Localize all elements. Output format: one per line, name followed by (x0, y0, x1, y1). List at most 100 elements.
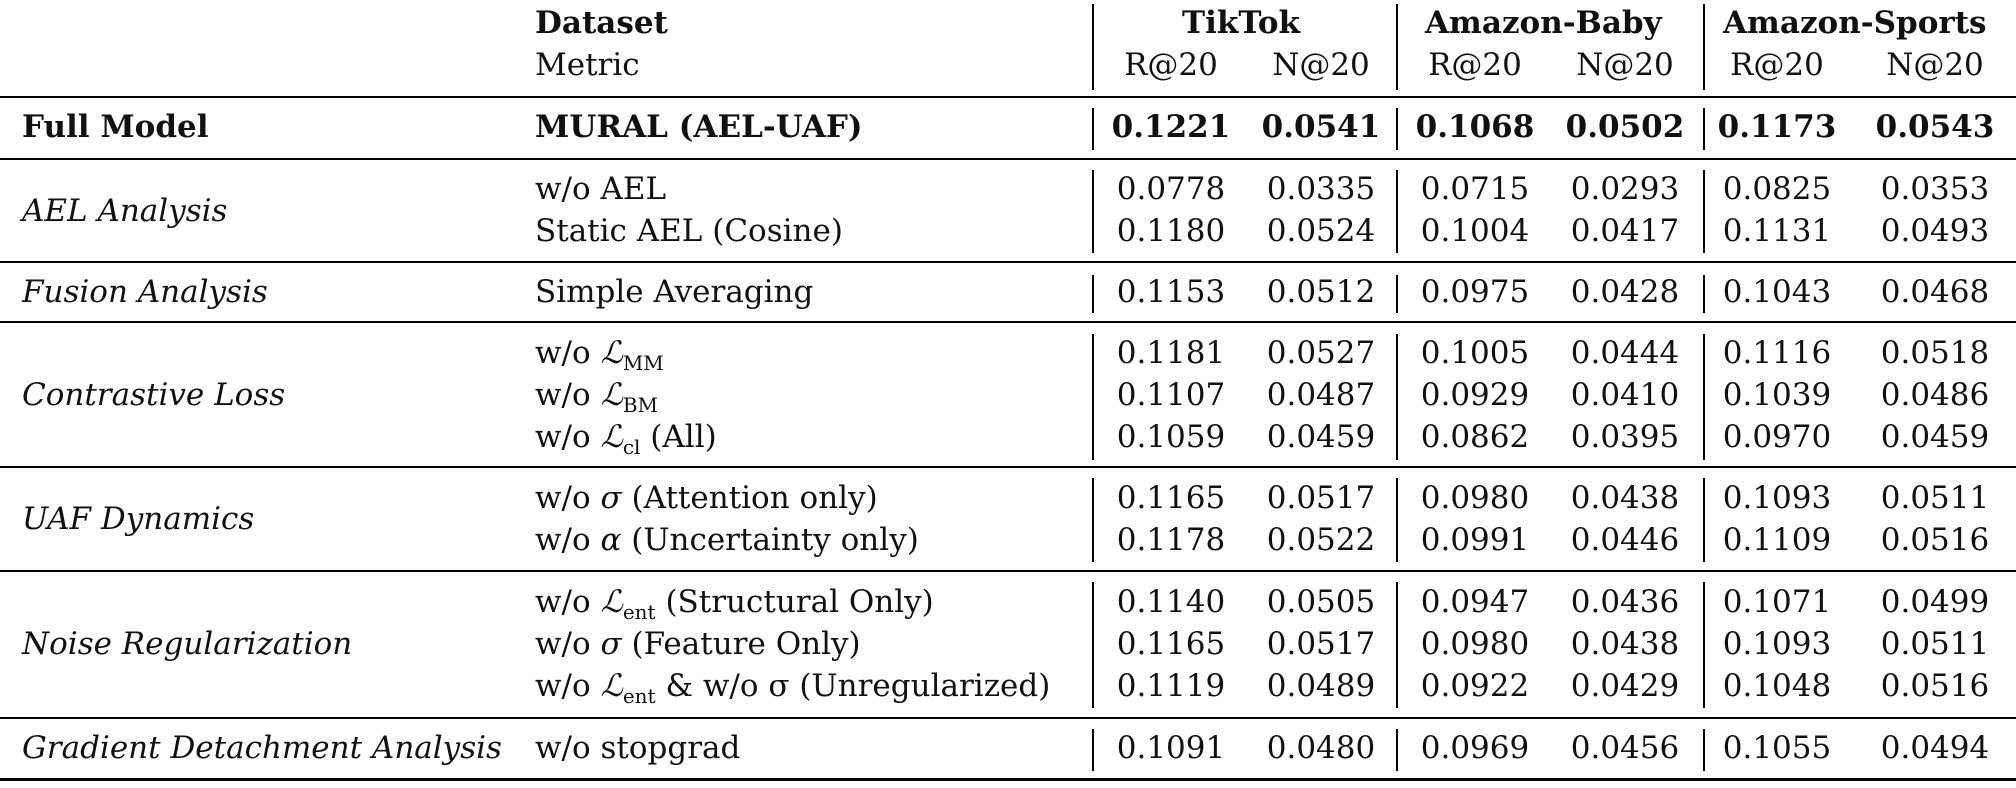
column-separator (1396, 582, 1398, 708)
value-cell: 0.0929 (1420, 377, 1530, 413)
value-cell: 0.0524 (1266, 213, 1376, 249)
column-separator (1703, 108, 1705, 150)
value-cell: 0.0970 (1722, 419, 1832, 455)
value-cell: 0.1119 (1116, 668, 1226, 704)
value-cell: 0.0353 (1880, 171, 1990, 207)
value-cell: 0.0511 (1880, 626, 1990, 662)
column-separator (1396, 275, 1398, 313)
value-cell: 0.0541 (1261, 109, 1381, 145)
column-separator (1092, 4, 1094, 90)
column-separator (1092, 478, 1094, 562)
value-cell: 0.0518 (1880, 335, 1990, 371)
value-cell: 0.0715 (1420, 171, 1530, 207)
value-cell: 0.1107 (1116, 377, 1226, 413)
value-cell: 0.1039 (1722, 377, 1832, 413)
column-separator (1396, 4, 1398, 90)
value-cell: 0.1055 (1722, 730, 1832, 766)
value-cell: 0.1109 (1722, 522, 1832, 558)
variant-label: w/o σ (Attention only) (535, 480, 878, 516)
value-cell: 0.1165 (1116, 626, 1226, 662)
value-cell: 0.1131 (1722, 213, 1832, 249)
rule (0, 570, 2016, 572)
value-cell: 0.1093 (1722, 626, 1832, 662)
variant-label: w/o ℒMM (535, 335, 664, 375)
group-label-contrastive-loss: Contrastive Loss (22, 377, 286, 413)
value-cell: 0.1181 (1116, 335, 1226, 371)
column-separator (1703, 4, 1705, 90)
metric-header-label: Metric (535, 47, 640, 83)
value-cell: 0.0980 (1420, 480, 1530, 516)
value-cell: 0.0825 (1722, 171, 1832, 207)
column-separator (1092, 334, 1094, 460)
column-separator (1092, 108, 1094, 150)
value-cell: 0.0522 (1266, 522, 1376, 558)
rule (0, 321, 2016, 323)
value-cell: 0.0417 (1570, 213, 1680, 249)
value-cell: 0.1043 (1722, 274, 1832, 310)
value-cell: 0.0446 (1570, 522, 1680, 558)
column-separator (1396, 170, 1398, 253)
value-cell: 0.1059 (1116, 419, 1226, 455)
column-separator (1092, 582, 1094, 708)
value-cell: 0.0517 (1266, 480, 1376, 516)
variant-label: w/o α (Uncertainty only) (535, 522, 919, 558)
column-separator (1703, 334, 1705, 460)
value-cell: 0.1004 (1420, 213, 1530, 249)
value-cell: 0.0489 (1266, 668, 1376, 704)
value-cell: 0.0502 (1565, 109, 1685, 145)
variant-label: Simple Averaging (535, 274, 814, 310)
value-cell: 0.1153 (1116, 274, 1226, 310)
value-cell: 0.0395 (1570, 419, 1680, 455)
value-cell: 0.0862 (1420, 419, 1530, 455)
group-label-gradient-detachment: Gradient Detachment Analysis (22, 730, 502, 766)
group-label-noise-regularization: Noise Regularization (22, 626, 353, 662)
value-cell: 0.0512 (1266, 274, 1376, 310)
column-separator (1092, 729, 1094, 771)
metric-header: R@20 (1428, 47, 1522, 83)
value-cell: 0.1221 (1111, 109, 1231, 145)
value-cell: 0.0922 (1420, 668, 1530, 704)
variant-label: w/o AEL (535, 171, 667, 207)
rule (0, 717, 2016, 719)
dataset-amazon-sports: Amazon-Sports (1723, 5, 1987, 41)
value-cell: 0.1165 (1116, 480, 1226, 516)
variant-label: MURAL (AEL-UAF) (535, 109, 863, 145)
value-cell: 0.0975 (1420, 274, 1530, 310)
column-separator (1092, 275, 1094, 313)
column-separator (1703, 478, 1705, 562)
group-label-ael-analysis: AEL Analysis (22, 193, 228, 229)
metric-header: N@20 (1576, 47, 1674, 83)
rule (0, 261, 2016, 263)
column-separator (1396, 334, 1398, 460)
value-cell: 0.0428 (1570, 274, 1680, 310)
value-cell: 0.0456 (1570, 730, 1680, 766)
value-cell: 0.0410 (1570, 377, 1680, 413)
column-separator (1092, 170, 1094, 253)
value-cell: 0.0517 (1266, 626, 1376, 662)
value-cell: 0.0480 (1266, 730, 1376, 766)
rule (0, 466, 2016, 468)
value-cell: 0.0527 (1266, 335, 1376, 371)
value-cell: 0.0494 (1880, 730, 1990, 766)
value-cell: 0.0293 (1570, 171, 1680, 207)
value-cell: 0.0499 (1880, 584, 1990, 620)
value-cell: 0.0429 (1570, 668, 1680, 704)
metric-header: R@20 (1730, 47, 1824, 83)
value-cell: 0.0505 (1266, 584, 1376, 620)
value-cell: 0.1178 (1116, 522, 1226, 558)
value-cell: 0.1071 (1722, 584, 1832, 620)
value-cell: 0.0459 (1266, 419, 1376, 455)
value-cell: 0.0436 (1570, 584, 1680, 620)
dataset-tiktok: TikTok (1182, 5, 1300, 41)
value-cell: 0.0459 (1880, 419, 1990, 455)
value-cell: 0.0947 (1420, 584, 1530, 620)
value-cell: 0.0969 (1420, 730, 1530, 766)
rule (0, 96, 2016, 98)
value-cell: 0.0468 (1880, 274, 1990, 310)
column-separator (1703, 582, 1705, 708)
group-label-uaf-dynamics: UAF Dynamics (22, 501, 255, 537)
variant-label: w/o stopgrad (535, 730, 741, 766)
variant-label: w/o σ (Feature Only) (535, 626, 861, 662)
value-cell: 0.0486 (1880, 377, 1990, 413)
variant-label: w/o ℒBM (535, 377, 659, 417)
